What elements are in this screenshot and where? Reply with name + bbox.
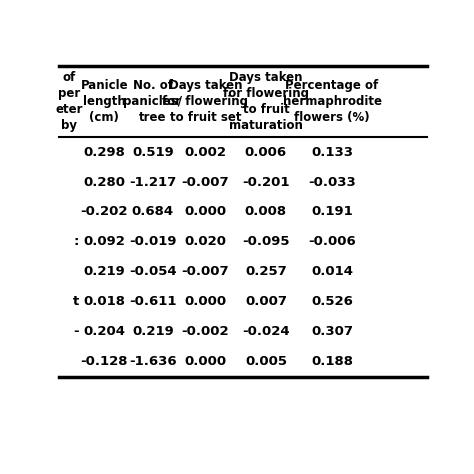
Text: :: :	[73, 236, 79, 248]
Text: -0.054: -0.054	[129, 265, 177, 278]
Text: -0.006: -0.006	[308, 236, 356, 248]
Text: Days taken
for flowering
to fruit
maturation: Days taken for flowering to fruit matura…	[223, 71, 309, 132]
Text: No. of
panicles/
tree: No. of panicles/ tree	[123, 79, 182, 124]
Text: Days taken
for flowering
to fruit set: Days taken for flowering to fruit set	[162, 79, 248, 124]
Text: 0.092: 0.092	[83, 236, 125, 248]
Text: 0.000: 0.000	[184, 355, 226, 368]
Text: Panicle
length
(cm): Panicle length (cm)	[81, 79, 128, 124]
Text: 0.008: 0.008	[245, 206, 287, 219]
Text: of
per
eter
by: of per eter by	[55, 71, 83, 132]
Text: t: t	[73, 295, 79, 308]
Text: 0.000: 0.000	[184, 295, 226, 308]
Text: 0.526: 0.526	[311, 295, 353, 308]
Text: -0.201: -0.201	[242, 175, 290, 189]
Text: 0.219: 0.219	[83, 265, 125, 278]
Text: -0.128: -0.128	[81, 355, 128, 368]
Text: 0.002: 0.002	[184, 146, 226, 159]
Text: -0.002: -0.002	[182, 325, 229, 338]
Text: -0.007: -0.007	[182, 265, 229, 278]
Text: 0.191: 0.191	[311, 206, 353, 219]
Text: 0.014: 0.014	[311, 265, 353, 278]
Text: 0.298: 0.298	[83, 146, 125, 159]
Text: 0.006: 0.006	[245, 146, 287, 159]
Text: Percentage of
hermaphrodite
flowers (%): Percentage of hermaphrodite flowers (%)	[283, 79, 382, 124]
Text: -1.636: -1.636	[129, 355, 177, 368]
Text: 0.020: 0.020	[184, 236, 226, 248]
Text: 0.519: 0.519	[132, 146, 174, 159]
Text: -1.217: -1.217	[129, 175, 176, 189]
Text: 0.007: 0.007	[245, 295, 287, 308]
Text: 0.204: 0.204	[83, 325, 125, 338]
Text: 0.257: 0.257	[245, 265, 287, 278]
Text: 0.684: 0.684	[132, 206, 174, 219]
Text: -0.024: -0.024	[242, 325, 290, 338]
Text: 0.018: 0.018	[83, 295, 125, 308]
Text: -0.095: -0.095	[242, 236, 290, 248]
Text: 0.280: 0.280	[83, 175, 125, 189]
Text: -0.202: -0.202	[81, 206, 128, 219]
Text: 0.307: 0.307	[311, 325, 353, 338]
Text: -: -	[73, 325, 79, 338]
Text: 0.005: 0.005	[245, 355, 287, 368]
Text: 0.188: 0.188	[311, 355, 353, 368]
Text: -0.033: -0.033	[308, 175, 356, 189]
Text: 0.219: 0.219	[132, 325, 174, 338]
Text: -0.007: -0.007	[182, 175, 229, 189]
Text: -0.019: -0.019	[129, 236, 177, 248]
Text: -0.611: -0.611	[129, 295, 177, 308]
Text: 0.000: 0.000	[184, 206, 226, 219]
Text: 0.133: 0.133	[311, 146, 353, 159]
